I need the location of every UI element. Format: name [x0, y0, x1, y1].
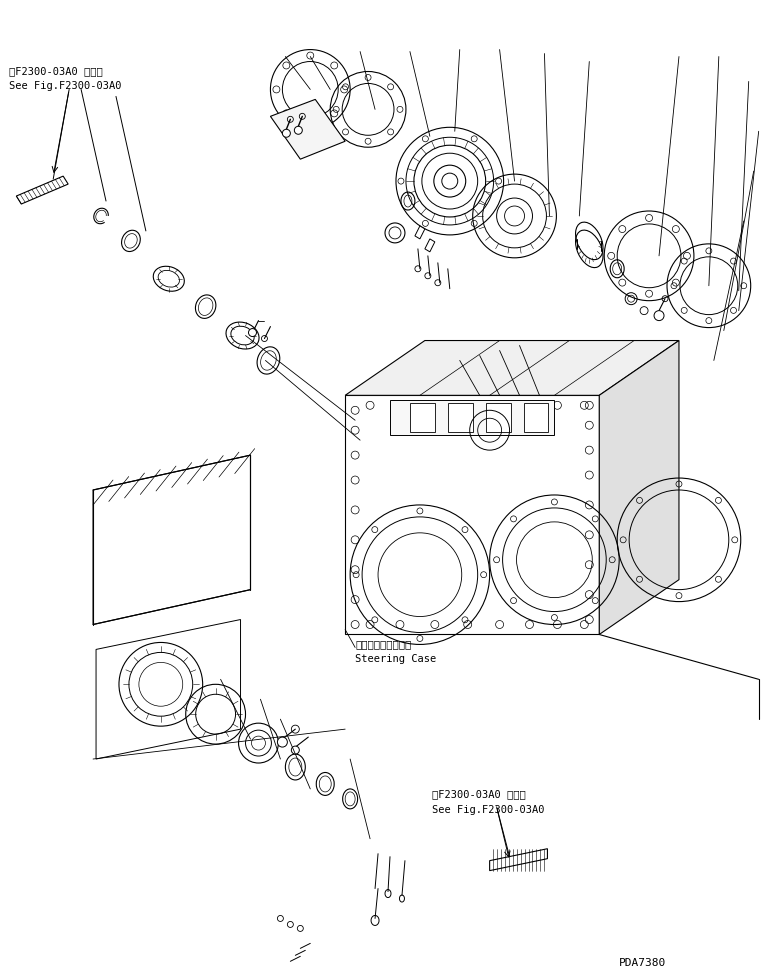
Polygon shape [599, 341, 679, 634]
Text: See Fig.F2300-03A0: See Fig.F2300-03A0 [9, 81, 122, 92]
Polygon shape [270, 100, 345, 159]
Polygon shape [390, 401, 555, 435]
Text: 第F2300-03A0 図参照: 第F2300-03A0 図参照 [432, 788, 526, 799]
Polygon shape [490, 849, 548, 871]
Polygon shape [96, 619, 241, 759]
Polygon shape [523, 404, 548, 432]
Text: Steering Case: Steering Case [355, 655, 436, 664]
Polygon shape [16, 176, 68, 204]
Circle shape [291, 746, 299, 754]
Circle shape [294, 126, 302, 134]
Polygon shape [345, 396, 599, 634]
Circle shape [249, 328, 256, 336]
Polygon shape [415, 226, 425, 239]
Circle shape [654, 311, 664, 320]
Circle shape [282, 129, 291, 137]
Polygon shape [410, 404, 435, 432]
Text: ステアリングケース: ステアリングケース [355, 640, 411, 650]
Polygon shape [485, 404, 510, 432]
Circle shape [277, 737, 287, 747]
Text: See Fig.F2300-03A0: See Fig.F2300-03A0 [432, 805, 545, 815]
Polygon shape [448, 404, 473, 432]
Polygon shape [93, 455, 251, 624]
Polygon shape [425, 239, 435, 252]
Text: PDA7380: PDA7380 [619, 958, 666, 968]
Text: 第F2300-03A0 図参照: 第F2300-03A0 図参照 [9, 66, 103, 76]
Polygon shape [345, 341, 679, 396]
